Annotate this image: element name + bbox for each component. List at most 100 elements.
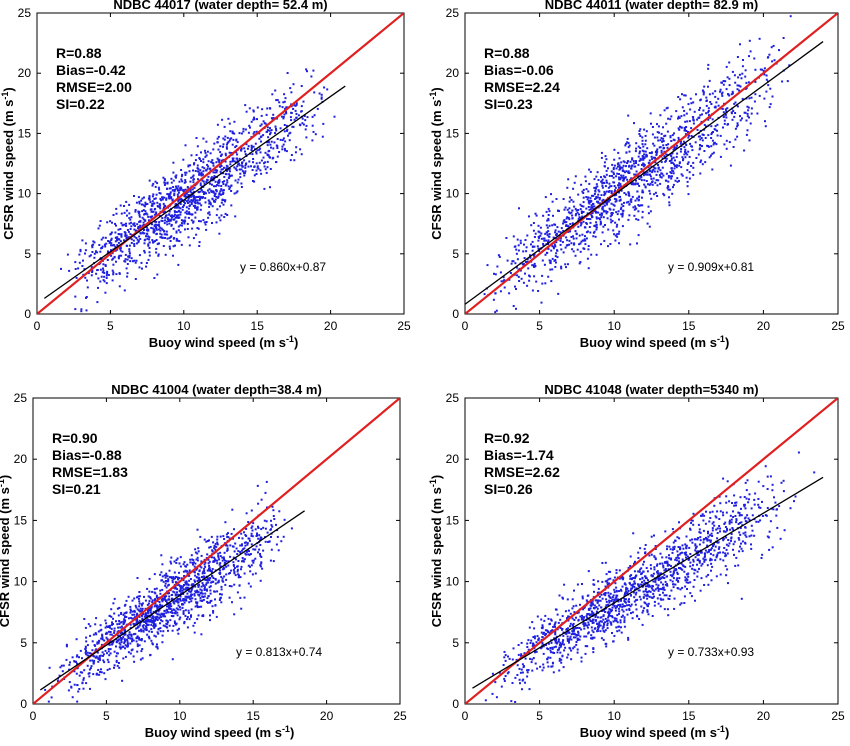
data-point: [545, 224, 548, 227]
data-point: [276, 147, 279, 149]
data-point: [207, 199, 210, 202]
data-point: [151, 195, 154, 198]
data-point: [215, 171, 218, 174]
data-point: [274, 132, 276, 135]
data-point: [250, 532, 253, 535]
data-point: [300, 85, 303, 87]
data-point: [200, 204, 203, 207]
data-point: [182, 190, 185, 193]
data-point: [650, 177, 653, 180]
data-point: [613, 158, 616, 161]
data-point: [185, 206, 188, 209]
data-point: [119, 647, 122, 650]
data-point: [595, 223, 598, 226]
data-point: [243, 541, 246, 544]
data-point: [177, 594, 180, 597]
data-point: [295, 112, 298, 115]
data-point: [81, 671, 84, 674]
data-point: [703, 128, 706, 131]
data-point: [165, 619, 168, 622]
data-point: [200, 187, 202, 190]
data-point: [186, 595, 189, 598]
data-point: [621, 214, 624, 216]
data-point: [689, 527, 691, 530]
data-point: [83, 268, 86, 271]
data-point: [150, 606, 153, 609]
data-point: [642, 609, 645, 612]
data-point: [692, 173, 695, 176]
data-point: [290, 91, 293, 94]
data-point: [594, 187, 597, 190]
data-point: [669, 118, 672, 121]
data-point: [208, 586, 211, 589]
data-point: [601, 186, 604, 189]
data-point: [603, 204, 606, 207]
data-point: [228, 188, 231, 191]
data-point: [159, 226, 162, 229]
data-point: [212, 171, 215, 174]
data-point: [548, 233, 551, 235]
data-point: [235, 558, 237, 561]
data-point: [175, 607, 178, 610]
data-point: [69, 661, 71, 664]
data-point: [176, 583, 179, 586]
data-point: [779, 537, 782, 540]
data-point: [673, 163, 675, 166]
data-point: [672, 577, 675, 580]
data-point: [67, 689, 70, 692]
data-point: [709, 552, 712, 555]
data-point: [156, 619, 159, 621]
data-point: [150, 630, 153, 633]
data-point: [683, 129, 686, 132]
data-point: [176, 193, 179, 196]
data-point: [209, 167, 212, 170]
data-point: [742, 59, 744, 61]
data-point: [170, 224, 173, 227]
data-point: [184, 599, 187, 601]
data-point: [71, 656, 74, 659]
data-point: [227, 532, 229, 535]
data-point: [635, 218, 638, 221]
data-point: [626, 137, 629, 140]
data-point: [118, 285, 121, 288]
data-point: [204, 151, 207, 154]
data-point: [698, 561, 701, 564]
y-tick-label: 20: [446, 66, 460, 80]
data-point: [639, 583, 642, 586]
data-point: [600, 222, 602, 225]
data-point: [177, 225, 180, 228]
data-point: [568, 218, 571, 221]
data-point: [668, 188, 671, 191]
data-point: [495, 309, 498, 312]
data-point: [240, 186, 243, 188]
x-tick-label: 0: [462, 319, 469, 333]
data-point: [304, 119, 307, 122]
data-point: [631, 195, 634, 198]
data-point: [312, 130, 315, 133]
data-point: [138, 644, 141, 647]
data-point: [714, 106, 717, 109]
data-point: [138, 629, 140, 632]
x-axis-label: Buoy wind speed (m s-1): [145, 724, 295, 740]
data-point: [709, 511, 712, 514]
data-point: [611, 606, 614, 609]
data-point: [209, 152, 212, 155]
data-point: [265, 520, 268, 523]
data-point: [205, 582, 208, 585]
data-point: [151, 204, 154, 207]
data-point: [139, 607, 142, 610]
data-point: [609, 218, 612, 221]
data-point: [665, 153, 668, 156]
data-point: [264, 527, 267, 530]
data-point: [748, 498, 750, 501]
data-point: [94, 623, 97, 626]
data-point: [518, 207, 520, 210]
data-point: [182, 611, 185, 614]
data-point: [748, 97, 751, 100]
data-point: [300, 105, 303, 108]
data-point: [637, 218, 640, 221]
data-point: [142, 626, 145, 629]
data-point: [709, 559, 712, 562]
data-point: [703, 150, 706, 152]
data-point: [203, 182, 206, 185]
